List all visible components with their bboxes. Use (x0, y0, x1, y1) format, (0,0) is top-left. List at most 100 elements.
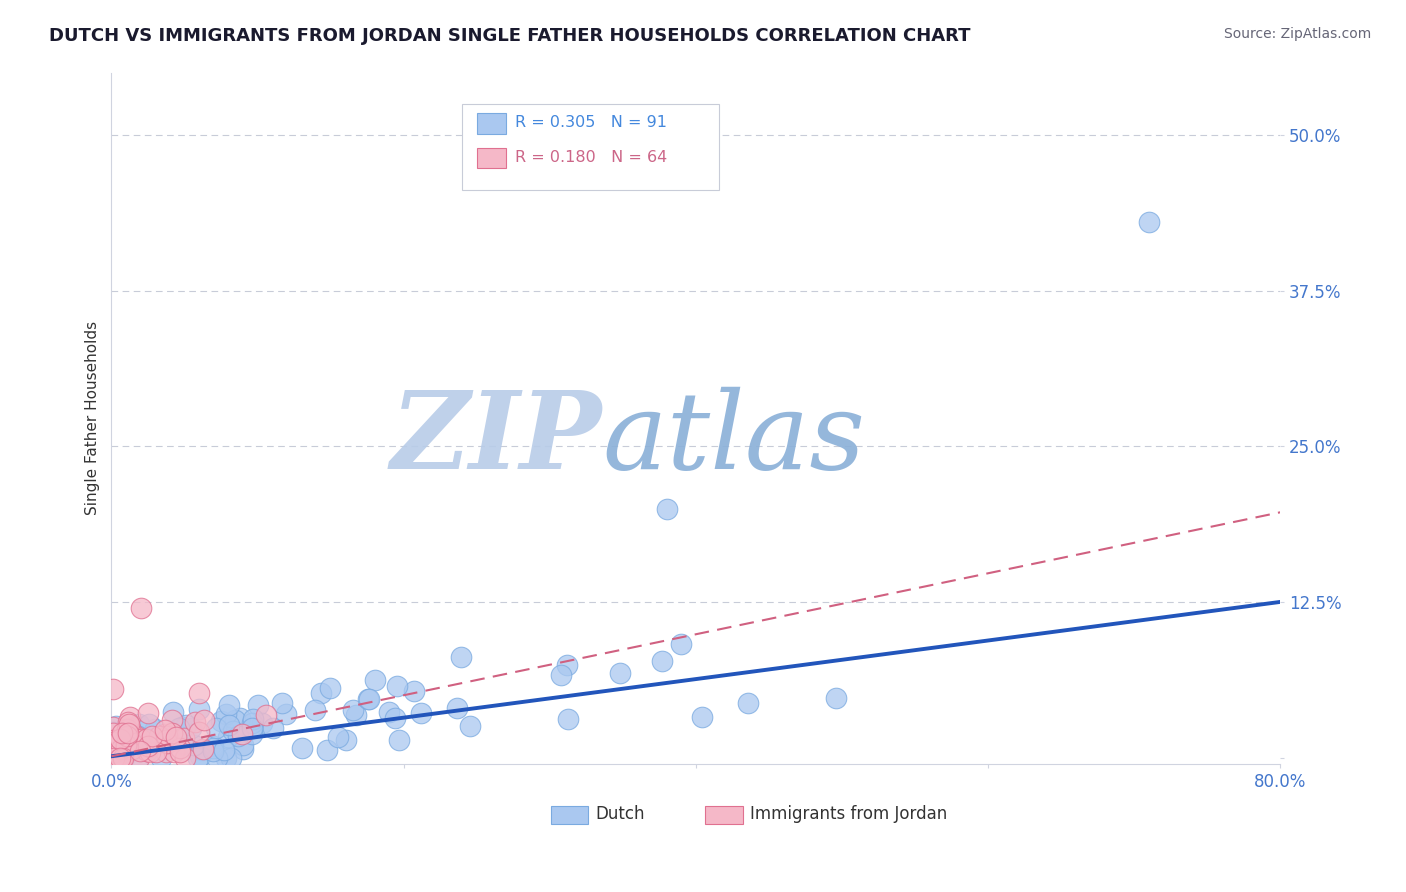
Point (222, 724, 245, 739)
Point (104, 750, 127, 764)
Text: Source: ZipAtlas.com: Source: ZipAtlas.com (1223, 27, 1371, 41)
Bar (477, 147, 506, 169)
Point (121, 742, 143, 756)
Point (240, 727, 263, 741)
Point (204, 721, 226, 735)
Point (170, 735, 193, 749)
Point (124, 739, 146, 754)
Point (402, 684, 425, 698)
Point (357, 691, 380, 706)
Point (108, 750, 131, 764)
Point (357, 692, 380, 706)
Point (326, 730, 349, 744)
Bar (477, 113, 506, 134)
Point (550, 668, 572, 682)
Point (114, 731, 136, 746)
Point (252, 715, 274, 730)
Point (218, 718, 240, 732)
Point (384, 711, 406, 725)
Point (228, 711, 250, 725)
Point (169, 740, 191, 755)
Text: DUTCH VS IMMIGRANTS FROM JORDAN SINGLE FATHER HOUSEHOLDS CORRELATION CHART: DUTCH VS IMMIGRANTS FROM JORDAN SINGLE F… (49, 27, 970, 45)
Point (135, 743, 157, 757)
Point (114, 738, 136, 752)
Point (139, 745, 162, 759)
Point (143, 723, 166, 737)
Point (165, 726, 187, 740)
Point (114, 739, 136, 753)
Point (110, 742, 132, 756)
Point (167, 722, 190, 736)
Point (202, 744, 225, 758)
Point (129, 601, 152, 615)
Point (224, 713, 246, 727)
Point (155, 746, 177, 760)
Point (446, 701, 468, 715)
Point (159, 732, 181, 747)
Point (165, 730, 187, 744)
Point (111, 750, 134, 764)
Point (209, 714, 232, 729)
Point (242, 712, 264, 726)
Point (170, 720, 193, 734)
Bar (551, 805, 588, 824)
Point (555, 658, 578, 673)
Point (335, 733, 357, 747)
Point (291, 740, 314, 755)
Point (117, 727, 139, 741)
Point (254, 707, 277, 722)
Point (156, 736, 179, 750)
Point (187, 750, 209, 764)
Point (155, 723, 177, 737)
Point (215, 750, 238, 764)
Text: R = 0.305   N = 91: R = 0.305 N = 91 (515, 115, 666, 130)
Point (240, 716, 263, 731)
Point (111, 725, 134, 739)
Point (138, 739, 160, 754)
Point (111, 750, 134, 764)
Point (202, 741, 225, 756)
Point (217, 730, 239, 744)
Point (388, 732, 411, 747)
Point (214, 742, 236, 756)
Point (247, 698, 270, 713)
Point (692, 710, 714, 724)
Point (112, 730, 135, 744)
Point (232, 739, 254, 753)
Point (128, 717, 150, 731)
Point (162, 705, 184, 719)
Point (101, 681, 124, 696)
Point (1137, 215, 1160, 229)
Point (153, 726, 176, 740)
Point (387, 679, 409, 693)
Point (163, 745, 186, 759)
Point (138, 739, 160, 753)
Point (115, 729, 138, 743)
Point (104, 745, 127, 759)
Point (304, 703, 326, 717)
Point (128, 744, 150, 758)
Point (110, 750, 132, 764)
Point (311, 686, 333, 700)
Point (232, 742, 254, 756)
Y-axis label: Single Father Households: Single Father Households (86, 321, 100, 516)
Point (145, 746, 167, 760)
Point (136, 706, 159, 720)
Point (160, 713, 183, 727)
Point (111, 750, 134, 764)
Point (150, 734, 173, 748)
Point (101, 720, 124, 734)
Point (129, 732, 152, 747)
Point (188, 702, 211, 716)
Point (825, 690, 848, 705)
Point (173, 731, 195, 745)
Point (342, 704, 364, 718)
Point (155, 733, 177, 747)
Point (174, 750, 197, 764)
Text: Immigrants from Jordan: Immigrants from Jordan (749, 805, 946, 823)
Point (262, 722, 284, 736)
Point (117, 714, 139, 729)
Point (193, 713, 215, 727)
Point (148, 729, 170, 743)
Point (128, 749, 150, 764)
